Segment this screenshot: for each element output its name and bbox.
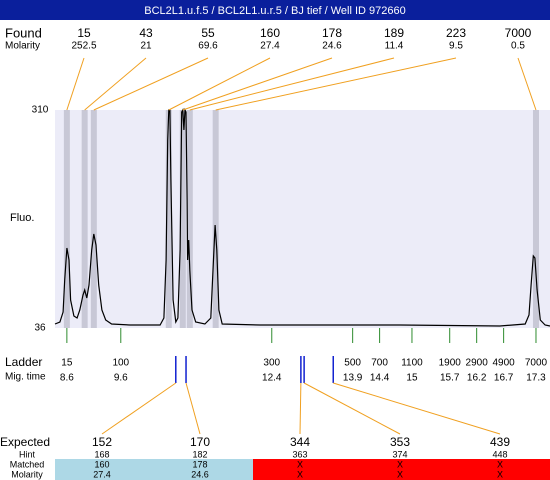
peak-band [212, 110, 219, 328]
ladder-label: Ladder [5, 355, 42, 369]
ladder-size: 1900 [439, 358, 462, 369]
found-molarity: 24.6 [322, 41, 342, 52]
ladder-size: 7000 [525, 358, 548, 369]
ladder-size: 100 [112, 358, 129, 369]
found-molarity: 11.4 [385, 41, 404, 52]
matched-value: X [397, 459, 403, 469]
ladder-time: 13.9 [343, 373, 363, 384]
peak-band [186, 110, 193, 328]
expected-size: 170 [190, 435, 210, 449]
molarity-value: X [297, 469, 303, 479]
plot-area [55, 110, 550, 328]
expected-size: 353 [390, 435, 410, 449]
ladder-size: 2900 [466, 358, 489, 369]
found-size: 178 [322, 26, 342, 40]
hint-label: Hint [19, 449, 36, 459]
found-size: 7000 [505, 26, 532, 40]
found-size: 15 [77, 26, 91, 40]
found-connector [215, 57, 457, 111]
ladder-time: 14.4 [370, 373, 390, 384]
expected-connector [333, 382, 501, 435]
expected-connector [299, 382, 302, 435]
expected-size: 152 [92, 435, 112, 449]
header-title: BCL2L1.u.f.5 / BCL2L1.u.r.5 / BJ tief / … [144, 5, 406, 17]
found-size: 160 [260, 26, 280, 40]
match-cell [153, 459, 253, 480]
found-connector [66, 57, 85, 111]
hint-value: 168 [94, 449, 109, 459]
peak-band [532, 110, 539, 328]
found-size: 189 [384, 26, 404, 40]
ladder-size: 1100 [401, 358, 423, 369]
found-connector [84, 57, 147, 111]
molarity-value: X [397, 469, 403, 479]
found-molarity: 21 [140, 41, 152, 52]
match-cell [253, 459, 350, 480]
ladder-time: 8.6 [60, 373, 74, 384]
expected-label: Expected [0, 435, 50, 449]
found-sublabel: Molarity [5, 41, 40, 52]
match-cell [55, 459, 153, 480]
ladder-time: 15 [406, 373, 418, 384]
ladder-time: 12.4 [262, 373, 282, 384]
peak-band [81, 110, 88, 328]
header-bar [0, 0, 550, 20]
molarity-value: X [497, 469, 503, 479]
ladder-time: 16.7 [494, 373, 514, 384]
matched-value: 178 [192, 459, 207, 469]
peak-band [179, 110, 186, 328]
expected-connector [303, 382, 401, 435]
expected-connector [185, 382, 201, 435]
peak-band [165, 110, 172, 328]
y-tick-label: 310 [32, 105, 49, 116]
molarity-label: Molarity [11, 469, 43, 479]
matched-label: Matched [10, 459, 45, 469]
match-cell [450, 459, 550, 480]
ladder-time: 16.2 [467, 373, 487, 384]
found-molarity: 0.5 [511, 41, 525, 52]
ladder-size: 15 [61, 358, 73, 369]
matched-value: X [297, 459, 303, 469]
found-label: Found [5, 25, 42, 40]
found-connector [168, 57, 271, 111]
ladder-size: 500 [344, 358, 361, 369]
ladder-time: 15.7 [440, 373, 460, 384]
found-size: 55 [201, 26, 215, 40]
hint-value: 363 [292, 449, 307, 459]
peak-band [90, 110, 97, 328]
ladder-time: 9.6 [114, 373, 128, 384]
found-connector [517, 57, 537, 111]
peak-band [63, 110, 70, 328]
hint-value: 182 [192, 449, 207, 459]
expected-connector [101, 382, 177, 435]
found-connector [182, 57, 333, 111]
molarity-value: 24.6 [191, 469, 209, 479]
expected-size: 344 [290, 435, 310, 449]
trace-line [54, 107, 550, 327]
ladder-size: 300 [263, 358, 280, 369]
found-connector [93, 57, 209, 111]
hint-value: 448 [492, 449, 507, 459]
ladder-size: 4900 [493, 358, 516, 369]
molarity-value: 27.4 [93, 469, 111, 479]
found-molarity: 252.5 [71, 41, 96, 52]
matched-value: 160 [94, 459, 109, 469]
matched-value: X [497, 459, 503, 469]
ladder-sublabel: Mig. time [5, 372, 46, 383]
found-molarity: 27.4 [260, 41, 280, 52]
found-molarity: 9.5 [449, 41, 463, 52]
match-cell [350, 459, 450, 480]
ladder-time: 17.3 [526, 373, 546, 384]
y-axis-label: Fluo. [10, 212, 34, 224]
ladder-size: 700 [371, 358, 388, 369]
found-connector [189, 57, 395, 111]
y-tick-label: 36 [34, 323, 46, 334]
found-size: 223 [446, 26, 466, 40]
found-size: 43 [139, 26, 153, 40]
expected-size: 439 [490, 435, 510, 449]
found-molarity: 69.6 [198, 41, 218, 52]
hint-value: 374 [392, 449, 407, 459]
